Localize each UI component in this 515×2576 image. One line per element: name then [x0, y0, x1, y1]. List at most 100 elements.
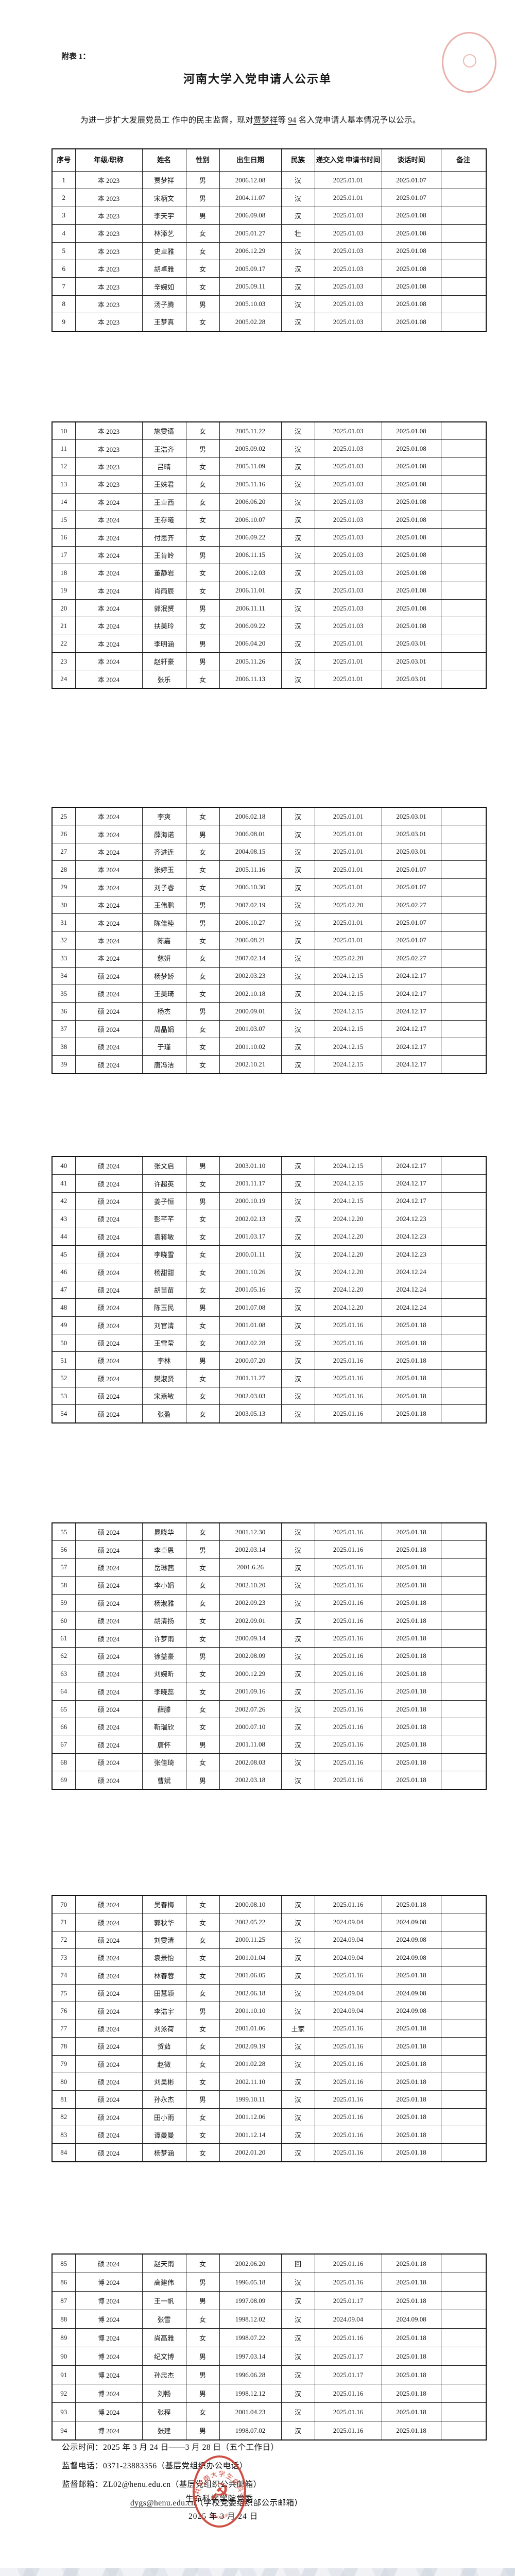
cell-gender: 男: [185, 1156, 220, 1175]
cell-index: 64: [52, 1682, 76, 1701]
cell-name: 赵微: [142, 2055, 186, 2073]
cell-talk-date: 2025.01.18: [381, 1404, 441, 1423]
cell-remark: [440, 634, 487, 653]
cell-grade: 本 2024: [75, 617, 143, 635]
cell-grade: 硕 2024: [75, 1156, 143, 1175]
table-row: 57 硕 2024 岳琳茜女 2001.6.26 汉 2025.01.16 2025.01.…: [52, 1558, 487, 1577]
cell-submit-date: 2025.01.16: [314, 2384, 382, 2403]
table-row: 65 硕 2024 薛滕女 2002.07.26 汉 2025.01.16 2025.01.…: [52, 1700, 487, 1719]
table-row: 42 硕 2024 姜子恒男 2000.10.19 汉 2024.12.15 2024.12…: [52, 1192, 487, 1211]
cell-gender: 女: [185, 984, 220, 1003]
cell-name: 吴春梅: [142, 1895, 186, 1914]
cell-ethnicity: 汉: [281, 2421, 315, 2441]
cell-dob: 1998.12.12: [219, 2384, 282, 2403]
cell-talk-date: 2025.01.08: [381, 313, 441, 332]
cell-gender: 男: [185, 2347, 220, 2366]
cell-talk-date: 2025.01.08: [381, 528, 441, 547]
cell-dob: 2006.04.20: [219, 634, 282, 653]
cell-talk-date: 2025.03.01: [381, 825, 441, 843]
cell-gender: 男: [185, 2421, 220, 2441]
cell-submit-date: 2024.09.04: [314, 1930, 382, 1950]
cell-talk-date: 2024.09.08: [381, 2310, 441, 2329]
cell-talk-date: 2025.03.01: [381, 652, 441, 671]
cell-talk-date: 2025.01.08: [381, 277, 441, 296]
cell-remark: [440, 807, 487, 826]
cell-remark: [440, 2291, 487, 2310]
cell-talk-date: 2025.01.08: [381, 421, 441, 440]
cell-index: 57: [52, 1558, 76, 1577]
cell-grade: 硕 2024: [75, 1629, 143, 1648]
cell-index: 71: [52, 1913, 76, 1931]
cell-ethnicity: 汉: [281, 1351, 315, 1370]
cell-grade: 本 2024: [75, 670, 143, 689]
cell-ethnicity: 汉: [281, 670, 315, 689]
cell-grade: 本 2024: [75, 652, 143, 671]
cell-index: 72: [52, 1930, 76, 1950]
cell-talk-date: 2025.01.18: [381, 2019, 441, 2038]
cell-gender: 女: [185, 1718, 220, 1736]
intro-applicant-count: 94: [288, 115, 297, 125]
cell-remark: [440, 2090, 487, 2109]
cell-dob: 2002.06.18: [219, 1984, 282, 2003]
cell-gender: 男: [185, 913, 220, 932]
cell-submit-date: 2025.01.16: [314, 2328, 382, 2347]
cell-grade: 硕 2024: [75, 1682, 143, 1701]
cell-grade: 本 2024: [75, 913, 143, 932]
table-row: 56 硕 2024 李卓恩男 2002.03.14 汉 2025.01.16 2025.01…: [52, 1540, 487, 1559]
cell-dob: 2001.12.14: [219, 2126, 282, 2144]
cell-grade: 硕 2024: [75, 1966, 143, 1985]
cell-grade: 硕 2024: [75, 2253, 143, 2273]
cell-ethnicity: 汉: [281, 581, 315, 600]
cell-name: 周晶娟: [142, 1020, 186, 1039]
cell-ethnicity: 土家: [281, 2019, 315, 2038]
cell-name: 唐怀: [142, 1735, 186, 1754]
cell-dob: 2006.10.27: [219, 913, 282, 932]
cell-ethnicity: 汉: [281, 895, 315, 914]
cell-gender: 女: [185, 2253, 220, 2273]
cell-remark: [440, 2402, 487, 2421]
cell-index: 46: [52, 1263, 76, 1281]
cell-index: 36: [52, 1002, 76, 1021]
cell-submit-date: 2025.01.16: [314, 2253, 382, 2273]
cell-grade: 硕 2024: [75, 1522, 143, 1541]
cell-submit-date: 2025.01.03: [314, 242, 382, 260]
cell-name: 辛婉如: [142, 277, 186, 296]
cell-name: 李卓恩: [142, 1540, 186, 1559]
cell-gender: 女: [185, 1333, 220, 1352]
cell-remark: [440, 949, 487, 968]
cell-grade: 硕 2024: [75, 1055, 143, 1074]
cell-remark: [440, 1316, 487, 1334]
cell-ethnicity: 汉: [281, 2143, 315, 2162]
cell-name: 宋燕敏: [142, 1387, 186, 1405]
cell-gender: 女: [185, 967, 220, 985]
table-row: 22 本 2024 李明涵男 2006.04.20 汉 2025.01.01 2025.03…: [52, 634, 487, 653]
cell-gender: 女: [185, 1594, 220, 1612]
table-row: 79 硕 2024 赵微女 2001.02.28 汉 2025.01.16 2025.01.…: [52, 2055, 487, 2073]
cell-index: 92: [52, 2384, 76, 2403]
cell-gender: 女: [185, 807, 220, 826]
cell-talk-date: 2025.01.08: [381, 546, 441, 565]
table-row: 74 硕 2024 林春蓉女 2001.06.05 汉 2025.01.16 2025.01…: [52, 1966, 487, 1985]
cell-grade: 硕 2024: [75, 1948, 143, 1967]
cell-submit-date: 2025.01.01: [314, 189, 382, 207]
cell-gender: 女: [185, 1263, 220, 1281]
cell-remark: [440, 1404, 487, 1423]
cell-gender: 女: [185, 564, 220, 582]
cell-submit-date: 2025.01.01: [314, 913, 382, 932]
table-row: 47 硕 2024 胡苗苗女 2001.05.16 汉 2024.12.20 2024.12…: [52, 1280, 487, 1299]
cell-index: 45: [52, 1245, 76, 1264]
cell-submit-date: 2024.09.04: [314, 2002, 382, 2020]
cell-ethnicity: 汉: [281, 2310, 315, 2329]
cell-index: 68: [52, 1753, 76, 1772]
cell-submit-date: 2024.09.04: [314, 1984, 382, 2003]
cell-gender: 男: [185, 652, 220, 671]
cell-index: 83: [52, 2126, 76, 2144]
cell-ethnicity: 汉: [281, 1576, 315, 1595]
table-row: 84 硕 2024 杨梦涵女 2002.01.20 汉 2025.01.16 2025.01…: [52, 2143, 487, 2162]
cell-dob: 2001.11.17: [219, 1174, 282, 1193]
publicity-period-line: 公示时间：2025 年 3 月 24 日——3 月 28 日（五个工作日）: [62, 2443, 279, 2452]
table-row: 58 硕 2024 李小娟女 2002.10.20 汉 2025.01.16 2025.01…: [52, 1576, 487, 1595]
cell-gender: 男: [185, 1002, 220, 1021]
cell-name: 林春蓉: [142, 1966, 186, 1985]
